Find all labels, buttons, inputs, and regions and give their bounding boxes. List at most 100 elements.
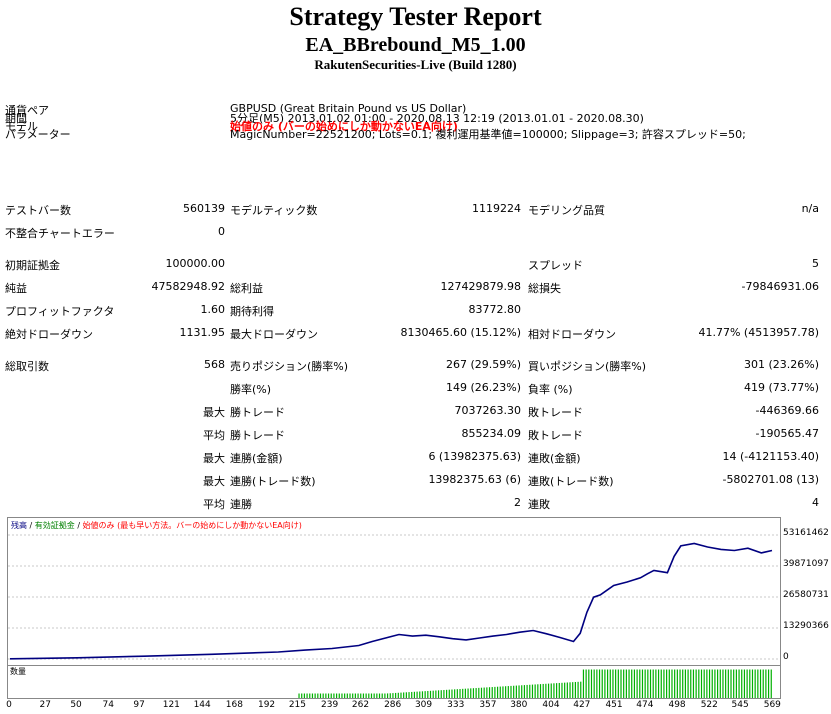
x-tick-label: 404 [542, 700, 560, 710]
volume-bar [405, 692, 407, 698]
long-label: 買いポジション(勝率%) [528, 360, 647, 373]
x-tick-label: 474 [636, 700, 654, 710]
volume-bar [631, 669, 633, 698]
volume-bar [762, 669, 764, 698]
volume-bar [349, 693, 351, 698]
cons-win-money-label: 連勝(金額) [230, 452, 283, 465]
volume-bar [325, 693, 327, 698]
net-label: 純益 [5, 282, 27, 295]
volume-bar [757, 669, 759, 698]
deposit-label: 初期証拠金 [5, 259, 60, 272]
volume-bar [714, 669, 716, 698]
volume-bar [531, 684, 534, 698]
volume-bar [421, 691, 424, 698]
gross-profit-label: 総利益 [230, 282, 263, 295]
max-loss-value: -446369.66 [755, 404, 819, 417]
short-value: 267 (29.59%) [445, 358, 521, 371]
volume-bar [561, 682, 563, 698]
volume-bar [647, 669, 649, 698]
volume-bar [671, 669, 673, 698]
volume-bar [719, 669, 721, 698]
volume-bar [735, 669, 737, 698]
volume-bar [684, 669, 686, 698]
spread-label: スプレッド [528, 259, 583, 272]
volume-bar [623, 669, 625, 698]
volume-bar [488, 687, 491, 698]
params-value: MagicNumber=22521200; Lots=0.1; 複利運用基準値=… [230, 128, 746, 141]
short-label: 売りポジション(勝率%) [230, 360, 349, 373]
volume-bar [666, 669, 668, 698]
volume-bar [459, 689, 461, 698]
x-tick-label: 569 [763, 700, 781, 710]
volume-bar [515, 685, 517, 698]
loss-pct-label: 負率 (%) [528, 383, 573, 396]
volume-bar [346, 693, 348, 698]
gross-loss-value: -79846931.06 [741, 280, 819, 293]
volume-bar [730, 669, 732, 698]
cons-loss-avg-value: 4 [812, 496, 819, 509]
volume-bar [523, 685, 526, 698]
quality-label: モデリング品質 [528, 204, 605, 217]
cons-loss-trade-value: -5802701.08 (13) [722, 473, 819, 486]
volume-bar [687, 669, 689, 698]
avg-win-label: 勝トレード [230, 429, 285, 442]
volume-bar [462, 688, 464, 698]
cons-win-avg-label: 連勝 [230, 498, 252, 511]
volume-bar [598, 669, 601, 698]
volume-bar [376, 693, 378, 698]
volume-bar [365, 693, 367, 698]
volume-bar [301, 693, 303, 698]
volume-bar [644, 669, 646, 698]
x-tick-label: 357 [479, 700, 497, 710]
spread-value: 5 [812, 257, 819, 270]
x-tick-label: 427 [573, 700, 591, 710]
volume-bar [357, 693, 359, 698]
expected-value: 83772.80 [468, 303, 522, 316]
x-tick-label: 144 [193, 700, 211, 710]
x-tick-label: 215 [288, 700, 307, 710]
volume-bar [668, 669, 670, 698]
volume-bar [395, 692, 397, 698]
x-tick-label: 50 [70, 700, 82, 710]
volume-bar [537, 684, 539, 698]
volume-bar [588, 669, 590, 698]
x-tick-label: 309 [414, 700, 433, 710]
x-tick-label: 168 [225, 700, 243, 710]
volume-bar [416, 691, 418, 698]
ea-name: EA_BBrebound_M5_1.00 [305, 34, 526, 56]
model-label: モデル [5, 120, 38, 133]
volume-bar [625, 669, 627, 698]
volume-bar [464, 688, 466, 698]
volume-bar [429, 690, 432, 698]
avg-label: 平均 [203, 429, 225, 442]
volume-bar [386, 693, 389, 698]
volume-bar [384, 693, 386, 698]
volume-bar [373, 693, 375, 698]
volume-bar [606, 669, 609, 698]
volume-bar [655, 669, 657, 698]
volume-bar [397, 692, 399, 698]
volume-bar [518, 685, 520, 698]
volume-bar [556, 683, 558, 698]
win-pct-label: 勝率(%) [230, 383, 272, 396]
cons-loss-money-label: 連敗(金額) [528, 452, 581, 465]
volume-bar [615, 669, 617, 698]
legend-sep-1: / [27, 521, 35, 530]
volume-bar [628, 669, 630, 698]
volume-bar [585, 669, 587, 698]
volume-bar [725, 669, 727, 698]
volume-bar [510, 685, 512, 698]
volume-bar [505, 686, 507, 698]
volume-bar [759, 669, 762, 698]
volume-bar [660, 669, 662, 698]
volume-bar [507, 686, 509, 698]
volume-bar [454, 689, 456, 698]
mismatch-label: 不整合チャートエラー [5, 227, 115, 240]
max-win-label: 勝トレード [230, 406, 285, 419]
rel-dd-label: 相対ドローダウン [528, 328, 616, 341]
volume-bar [344, 693, 346, 698]
x-tick-label: 121 [162, 700, 180, 710]
volume-bar [338, 693, 340, 698]
volume-bar [690, 669, 692, 698]
volume-bar [486, 687, 488, 698]
